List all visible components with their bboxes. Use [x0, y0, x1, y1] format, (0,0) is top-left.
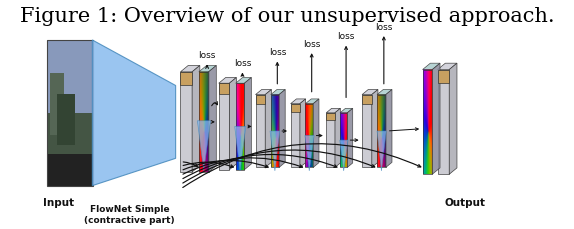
Polygon shape — [255, 90, 272, 95]
FancyArrowPatch shape — [205, 66, 208, 69]
Polygon shape — [449, 64, 457, 174]
Polygon shape — [270, 131, 280, 171]
FancyArrowPatch shape — [183, 162, 233, 168]
Polygon shape — [290, 104, 300, 112]
Polygon shape — [313, 99, 319, 168]
Text: loss: loss — [269, 48, 286, 57]
FancyArrowPatch shape — [248, 125, 251, 128]
FancyArrowPatch shape — [183, 155, 337, 179]
Polygon shape — [362, 95, 372, 105]
FancyArrowPatch shape — [276, 63, 279, 85]
Polygon shape — [437, 64, 457, 70]
Polygon shape — [236, 78, 251, 84]
FancyArrowPatch shape — [183, 150, 375, 183]
Polygon shape — [362, 95, 372, 168]
FancyArrowPatch shape — [282, 130, 286, 133]
Polygon shape — [326, 113, 335, 120]
Polygon shape — [197, 121, 211, 171]
FancyBboxPatch shape — [50, 74, 64, 135]
Polygon shape — [372, 90, 378, 168]
Polygon shape — [362, 90, 378, 95]
FancyArrowPatch shape — [344, 47, 347, 98]
Text: loss: loss — [375, 23, 393, 32]
FancyBboxPatch shape — [47, 113, 94, 186]
Polygon shape — [377, 131, 386, 171]
Polygon shape — [305, 99, 319, 104]
FancyArrowPatch shape — [382, 38, 385, 85]
Text: FlowNet Simple
(contractive part): FlowNet Simple (contractive part) — [84, 204, 175, 224]
Text: loss: loss — [234, 59, 251, 68]
Polygon shape — [199, 66, 216, 73]
Text: Input: Input — [43, 197, 74, 207]
FancyArrowPatch shape — [183, 158, 302, 174]
Polygon shape — [208, 66, 216, 172]
FancyArrowPatch shape — [212, 102, 218, 106]
Polygon shape — [347, 109, 352, 168]
Text: loss: loss — [199, 51, 216, 60]
Text: loss: loss — [303, 40, 320, 49]
Polygon shape — [305, 136, 314, 171]
FancyArrowPatch shape — [241, 74, 244, 77]
Polygon shape — [180, 73, 192, 172]
Polygon shape — [386, 90, 392, 168]
Polygon shape — [230, 78, 236, 170]
FancyBboxPatch shape — [57, 94, 75, 145]
Polygon shape — [326, 113, 335, 168]
FancyArrowPatch shape — [183, 144, 421, 188]
FancyArrowPatch shape — [316, 135, 322, 137]
Polygon shape — [437, 70, 449, 84]
Text: Output: Output — [445, 197, 486, 207]
FancyBboxPatch shape — [47, 41, 94, 113]
Polygon shape — [377, 90, 392, 95]
Polygon shape — [180, 73, 192, 85]
Polygon shape — [219, 78, 236, 84]
FancyArrowPatch shape — [311, 55, 313, 93]
FancyArrowPatch shape — [390, 128, 418, 131]
FancyArrowPatch shape — [211, 121, 214, 124]
Polygon shape — [340, 109, 352, 113]
Polygon shape — [279, 90, 285, 168]
Polygon shape — [219, 84, 230, 170]
Polygon shape — [326, 109, 340, 113]
FancyBboxPatch shape — [47, 154, 94, 186]
Polygon shape — [340, 141, 348, 171]
FancyArrowPatch shape — [183, 161, 268, 170]
Polygon shape — [437, 70, 449, 174]
Polygon shape — [300, 99, 305, 168]
Polygon shape — [265, 90, 272, 168]
Text: Figure 1: Overview of our unsupervised approach.: Figure 1: Overview of our unsupervised a… — [20, 7, 554, 26]
Polygon shape — [192, 66, 200, 172]
Polygon shape — [255, 95, 265, 168]
Polygon shape — [235, 127, 246, 171]
Polygon shape — [255, 95, 265, 105]
Polygon shape — [290, 104, 300, 168]
Polygon shape — [290, 99, 305, 104]
Polygon shape — [422, 64, 440, 70]
Polygon shape — [180, 66, 200, 73]
Polygon shape — [245, 78, 251, 170]
FancyArrowPatch shape — [350, 139, 358, 142]
Polygon shape — [432, 64, 440, 174]
Polygon shape — [271, 90, 285, 95]
Polygon shape — [335, 109, 340, 168]
Text: loss: loss — [338, 32, 355, 41]
Polygon shape — [219, 84, 230, 95]
Polygon shape — [92, 41, 176, 186]
FancyArrowPatch shape — [183, 162, 197, 167]
